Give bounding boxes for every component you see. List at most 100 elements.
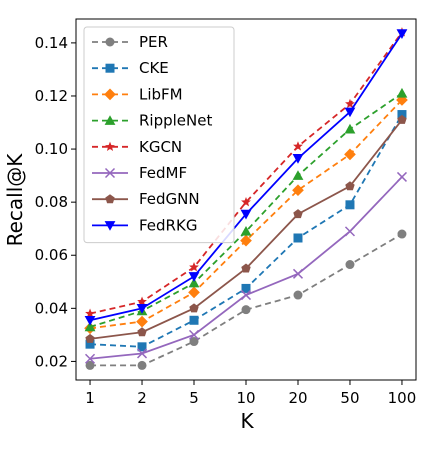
legend-item: PER <box>92 33 168 51</box>
y-tick-label: 0.08 <box>35 193 68 211</box>
marker-triangle-up <box>104 115 116 125</box>
x-tick-label: 20 <box>288 389 307 407</box>
marker-pentagon <box>85 333 95 343</box>
marker-x <box>85 353 96 364</box>
marker-x <box>104 167 116 179</box>
legend-item: RippleNet <box>92 112 212 130</box>
marker-star <box>293 141 303 151</box>
x-tick-label: 10 <box>236 389 255 407</box>
marker-star <box>137 296 147 306</box>
marker-triangle-down <box>344 107 356 118</box>
legend-item: KGCN <box>92 138 182 156</box>
x-axis: 1 2 5 10 20 50 100 <box>85 380 416 407</box>
marker-diamond <box>240 234 252 247</box>
series-fedmf <box>85 171 407 364</box>
y-tick-label: 0.02 <box>35 352 68 370</box>
legend-label: FedMF <box>139 164 187 182</box>
marker-triangle-down <box>292 154 304 164</box>
y-tick-label: 0.06 <box>35 246 68 264</box>
marker-star <box>105 141 115 151</box>
marker-diamond <box>292 184 304 197</box>
y-tick-label: 0.12 <box>35 87 68 105</box>
marker-x <box>136 348 148 359</box>
y-tick-label: 0.10 <box>35 140 68 158</box>
marker-triangle-up <box>344 123 356 134</box>
legend-label: KGCN <box>139 138 182 156</box>
marker-x <box>292 268 304 279</box>
series-per <box>85 229 407 370</box>
x-axis-label: K <box>240 409 254 433</box>
marker-pentagon <box>397 114 407 124</box>
series-fedrkg <box>84 29 408 326</box>
marker-triangle-down <box>104 221 116 231</box>
marker-circle <box>241 305 251 315</box>
legend-box <box>83 26 235 244</box>
marker-pentagon <box>105 194 115 204</box>
marker-square <box>189 315 199 325</box>
marker-x <box>396 171 407 182</box>
marker-triangle-up <box>240 225 252 236</box>
marker-x <box>344 226 356 237</box>
marker-star <box>189 262 199 272</box>
marker-square <box>85 339 95 349</box>
marker-x <box>240 290 252 301</box>
legend-label: FedGNN <box>139 190 200 208</box>
marker-star <box>241 196 251 207</box>
marker-triangle-up <box>396 87 408 98</box>
marker-square <box>241 283 251 293</box>
legend-label: RippleNet <box>139 112 212 130</box>
marker-diamond <box>104 88 116 101</box>
marker-pentagon <box>345 181 355 191</box>
marker-square <box>105 63 115 73</box>
marker-pentagon <box>241 263 251 273</box>
marker-square <box>293 233 303 243</box>
marker-diamond <box>188 286 200 299</box>
marker-circle <box>105 37 115 47</box>
legend-label: LibFM <box>139 85 183 103</box>
y-axis-label: Recall@K <box>3 153 27 247</box>
marker-circle <box>397 229 407 239</box>
marker-star <box>85 308 95 318</box>
legend-label: CKE <box>139 59 169 77</box>
marker-pentagon <box>293 209 303 219</box>
legend-item: FedGNN <box>92 190 200 208</box>
legend-item: FedMF <box>92 164 187 182</box>
legend-label: FedRKG <box>139 216 197 234</box>
marker-diamond <box>344 148 356 161</box>
marker-triangle-down <box>84 315 96 326</box>
x-tick-label: 5 <box>189 389 199 407</box>
marker-diamond <box>136 315 148 328</box>
marker-circle <box>85 360 95 370</box>
marker-triangle-up <box>292 170 304 180</box>
marker-triangle-up <box>84 321 96 332</box>
legend-label: PER <box>139 33 168 51</box>
marker-circle <box>345 260 355 270</box>
marker-triangle-down <box>136 304 148 314</box>
marker-circle <box>137 360 147 370</box>
x-tick-label: 100 <box>388 389 417 407</box>
series-fedgnn <box>85 114 407 343</box>
marker-triangle-down <box>396 29 408 39</box>
marker-pentagon <box>137 327 147 337</box>
series-layer <box>84 27 408 370</box>
marker-square <box>345 200 355 210</box>
marker-circle <box>293 290 303 300</box>
legend-item: LibFM <box>92 85 183 103</box>
marker-triangle-down <box>188 272 200 282</box>
legend-item: CKE <box>92 59 169 77</box>
x-tick-label: 50 <box>340 389 359 407</box>
series-cke <box>85 110 407 352</box>
marker-square <box>397 110 407 120</box>
marker-pentagon <box>189 303 199 313</box>
marker-x <box>188 329 200 340</box>
marker-square <box>137 342 147 352</box>
legend: PER CKE LibFM RippleNet KGCN FedMF FedGNN FedRK… <box>83 26 235 244</box>
series-line <box>90 233 403 367</box>
y-tick-label: 0.04 <box>35 299 68 317</box>
marker-star <box>345 98 355 109</box>
marker-triangle-down <box>240 209 252 220</box>
marker-circle <box>189 337 199 347</box>
y-tick-label: 0.14 <box>35 34 68 52</box>
marker-triangle-up <box>188 277 200 288</box>
